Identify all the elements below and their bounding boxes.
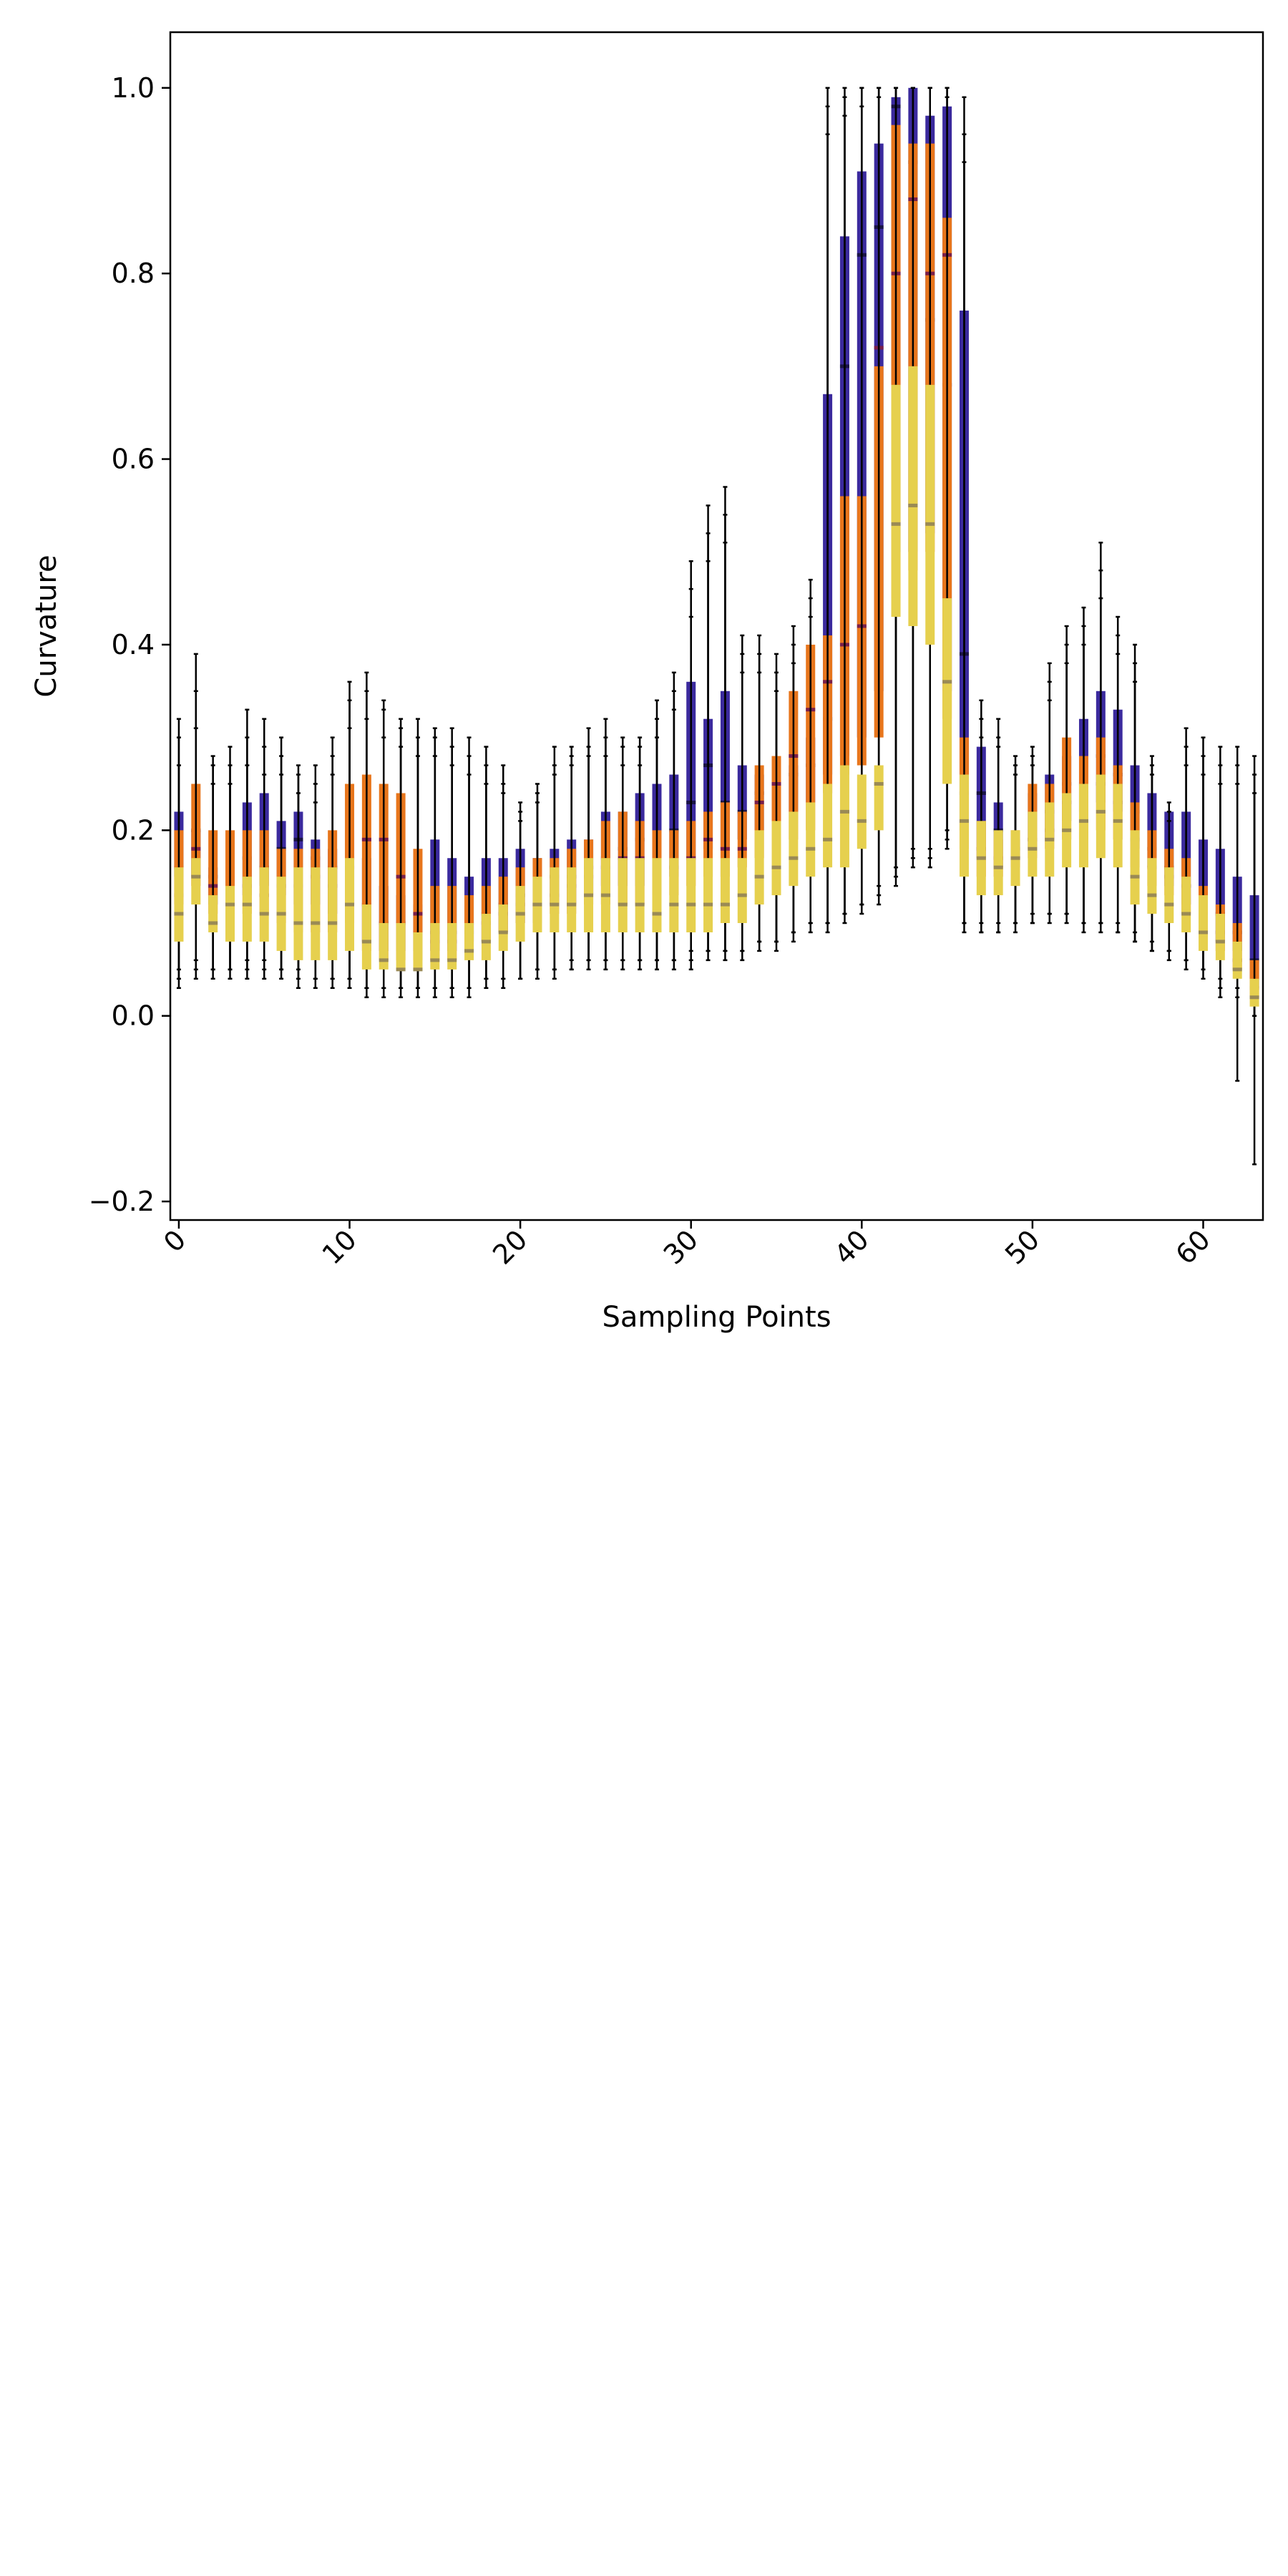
y-tick-label: 0.2 — [112, 814, 155, 846]
box-yellow — [823, 784, 833, 868]
box-yellow — [481, 914, 491, 960]
y-tick-label: 0.0 — [112, 1000, 155, 1032]
box-yellow — [1113, 784, 1123, 868]
box-yellow — [225, 886, 235, 942]
box-plot-chart: 0 10 20 30 40 50 60 −0.2 0.0 0.2 0.4 0.6 0.8 1.0 Sam… — [30, 31, 1264, 1334]
box-yellow — [959, 774, 969, 877]
series-yellow — [174, 87, 1259, 1166]
x-axis-label: Sampling Points — [602, 1301, 831, 1334]
box-yellow — [686, 858, 696, 932]
box-yellow — [379, 923, 389, 970]
box-yellow — [242, 877, 252, 942]
box-yellow — [874, 765, 884, 831]
y-tick-label: 1.0 — [112, 72, 155, 104]
box-yellow — [413, 932, 423, 970]
y-tick-label: −0.2 — [89, 1186, 155, 1217]
box-yellow — [1147, 858, 1157, 914]
x-axis-ticks: 0 10 20 30 40 50 60 — [157, 1220, 1216, 1271]
box-yellow — [839, 765, 849, 868]
box-yellow — [1028, 811, 1038, 877]
box-yellow — [498, 904, 508, 951]
box-yellow — [669, 858, 679, 932]
y-axis-label: Curvature — [30, 555, 63, 697]
box-yellow — [1130, 830, 1140, 905]
x-tick-label: 10 — [316, 1224, 363, 1270]
box-yellow — [908, 366, 918, 626]
box-yellow — [259, 867, 269, 942]
box-yellow — [635, 858, 645, 932]
box-yellow — [311, 867, 321, 960]
box-yellow — [293, 867, 303, 960]
box-yellow — [1215, 914, 1225, 960]
box-yellow — [1249, 978, 1259, 1007]
box-yellow — [720, 858, 730, 923]
box-yellow — [447, 923, 457, 970]
box-yellow — [737, 858, 747, 923]
box-yellow — [396, 923, 406, 970]
x-tick-label: 20 — [487, 1224, 533, 1270]
box-yellow — [942, 598, 952, 784]
box-yellow — [430, 923, 440, 970]
box-yellow — [925, 384, 935, 645]
y-tick-label: 0.8 — [112, 258, 155, 289]
chart-marks — [174, 87, 1259, 1166]
box-yellow — [703, 858, 713, 932]
x-tick-label: 60 — [1170, 1224, 1216, 1270]
box-yellow — [1232, 941, 1242, 979]
box-yellow — [464, 923, 474, 960]
box-yellow — [1078, 784, 1088, 868]
y-axis-ticks: −0.2 0.0 0.2 0.4 0.6 0.8 1.0 — [89, 72, 170, 1217]
x-tick-label: 40 — [828, 1224, 874, 1270]
y-tick-label: 0.4 — [112, 629, 155, 660]
plot-area — [170, 32, 1263, 1220]
box-yellow — [771, 821, 781, 896]
box-yellow — [857, 774, 867, 849]
box-yellow — [328, 867, 338, 960]
box-yellow — [550, 867, 560, 932]
y-tick-label: 0.6 — [112, 444, 155, 475]
plot-frame — [169, 31, 1264, 1221]
box-yellow — [806, 802, 816, 877]
x-tick-label: 30 — [658, 1224, 704, 1270]
box-yellow — [208, 895, 218, 932]
box-yellow — [191, 858, 201, 905]
box-yellow — [174, 867, 184, 942]
x-tick-label: 50 — [999, 1224, 1045, 1270]
box-yellow — [361, 904, 371, 970]
box-yellow — [1181, 877, 1191, 932]
box-yellow — [652, 858, 662, 932]
box-yellow — [1096, 774, 1106, 859]
box-yellow — [754, 830, 764, 905]
box-yellow — [567, 867, 577, 932]
box-yellow — [1164, 867, 1174, 923]
x-tick-label: 0 — [157, 1224, 192, 1258]
box-yellow — [993, 830, 1003, 896]
box-yellow — [618, 858, 628, 932]
box-yellow — [1198, 895, 1208, 951]
box-yellow — [789, 811, 799, 887]
box-yellow — [891, 384, 901, 618]
